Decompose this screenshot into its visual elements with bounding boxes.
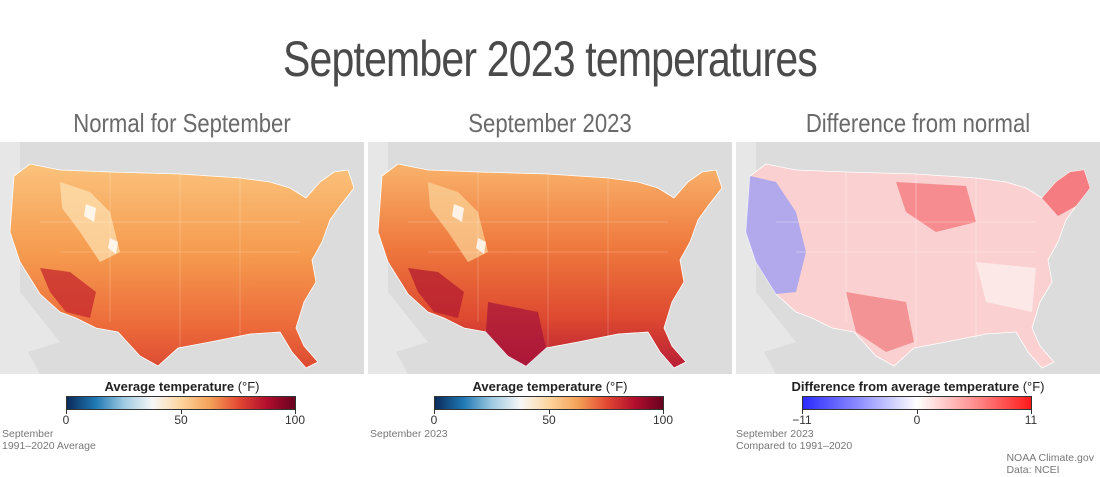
warm-southwest [40,268,96,318]
us-map [745,163,1091,369]
legend-title: Difference from average temperature (°F) [791,379,1045,394]
color-scale-bar [66,396,296,410]
state-lines [408,172,668,348]
panel-title: Normal for September [73,108,291,138]
caption: September 1991–2020 Average [2,428,96,452]
map-2023 [368,142,732,374]
map-difference [736,142,1100,374]
cool-west [746,176,806,294]
color-scale-bar [434,396,664,410]
legend-difference: Difference from average temperature (°F)… [736,374,1100,434]
snow-peaks [452,204,486,254]
warm-texas [846,292,914,352]
tick-label: −11 [792,413,812,427]
neutral-southeast [976,262,1036,312]
credit: NOAA Climate.gov Data: NCEI [1006,452,1094,476]
panel-normal: Normal for September Average temperature… [0,104,364,452]
color-scale-bar [802,396,1032,410]
tick-label: 11 [1024,413,1038,427]
tick-label: 100 [652,413,674,427]
tick-label: 0 [913,413,921,427]
panel-title: September 2023 [468,108,632,138]
legend-title: Average temperature (°F) [104,379,260,394]
tick-label: 50 [174,413,188,427]
tick-label: 0 [62,413,70,427]
snow-peaks [84,204,118,254]
legend-2023: Average temperature (°F) 0 50 100 [368,374,732,434]
tick-label: 0 [430,413,438,427]
warm-southwest [408,268,464,318]
legend-normal: Average temperature (°F) 0 50 100 [0,374,364,434]
page-title: September 2023 temperatures [283,31,818,87]
tick-label: 50 [542,413,556,427]
tick-label: 100 [284,413,306,427]
warm-northeast [1042,170,1090,216]
state-lines [40,172,300,348]
panel-2023: September 2023 Average temperature (°F) [368,104,732,440]
panel-title: Difference from normal [805,108,1031,138]
map-normal [0,142,364,374]
state-lines [776,172,1036,348]
caption: September 2023 Compared to 1991–2020 [736,428,853,452]
caption: September 2023 [370,428,448,440]
hot-texas [486,302,546,366]
legend-title: Average temperature (°F) [472,379,628,394]
panel-difference: Difference from normal Difference from a… [736,104,1100,452]
